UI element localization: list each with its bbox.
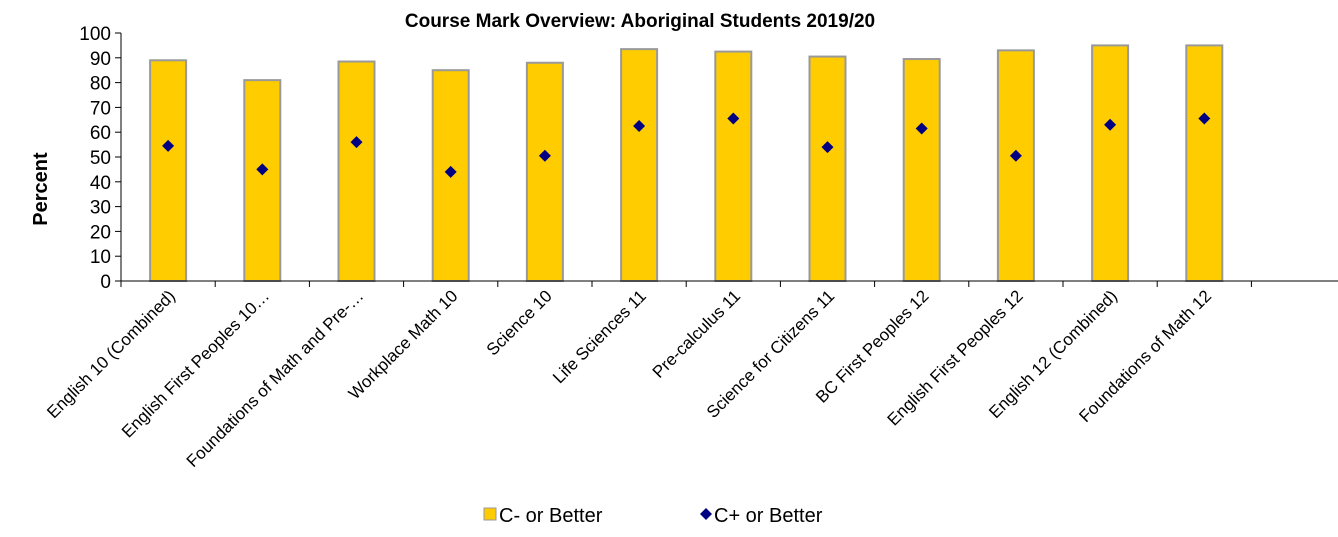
y-tick-label: 10 (90, 247, 111, 268)
data-point (538, 149, 551, 162)
y-tick-label: 30 (90, 198, 111, 219)
y-tick-label: 20 (90, 222, 111, 243)
data-point (1198, 112, 1211, 125)
bar (902, 58, 941, 283)
x-tick-label: Science 10 (483, 286, 556, 359)
data-point (821, 141, 834, 154)
x-tick-label: Foundations of Math and Pre-… (183, 286, 367, 470)
data-point (350, 136, 363, 149)
data-point (1104, 118, 1117, 131)
legend-swatch-diamond (700, 508, 712, 520)
bar (1185, 44, 1224, 283)
legend-swatch-bar (483, 507, 497, 521)
x-tick-label: Life Sciences 11 (549, 286, 650, 387)
data-point (256, 163, 269, 176)
bar (243, 79, 282, 283)
y-tick-label: 70 (90, 98, 111, 119)
data-point (915, 122, 928, 135)
bar (620, 48, 659, 283)
y-tick-label: 100 (79, 24, 111, 45)
data-point (444, 165, 457, 178)
bar (996, 49, 1035, 282)
legend-label-c-plus: C+ or Better (714, 505, 823, 527)
x-tick-label: Pre-calculus 11 (649, 286, 744, 381)
y-tick-label: 50 (90, 148, 111, 169)
bar (149, 59, 188, 282)
chart-title: Course Mark Overview: Aboriginal Student… (405, 11, 875, 32)
data-point (162, 139, 175, 152)
bar (337, 60, 376, 282)
legend: C- or Better C+ or Better (483, 505, 823, 527)
bar (525, 61, 564, 283)
data-point (727, 112, 740, 125)
legend-label-c-minus: C- or Better (499, 505, 603, 527)
bar (1091, 44, 1130, 283)
y-tick-label: 40 (90, 173, 111, 194)
y-tick-label: 0 (100, 272, 111, 293)
y-tick-label: 90 (90, 49, 111, 70)
y-axis-label: Percent (30, 152, 52, 226)
y-tick-label: 60 (90, 123, 111, 144)
bar (714, 50, 753, 282)
data-point (1009, 149, 1022, 162)
y-tick-label: 80 (90, 74, 111, 95)
bar (808, 55, 847, 283)
data-point (633, 120, 646, 132)
